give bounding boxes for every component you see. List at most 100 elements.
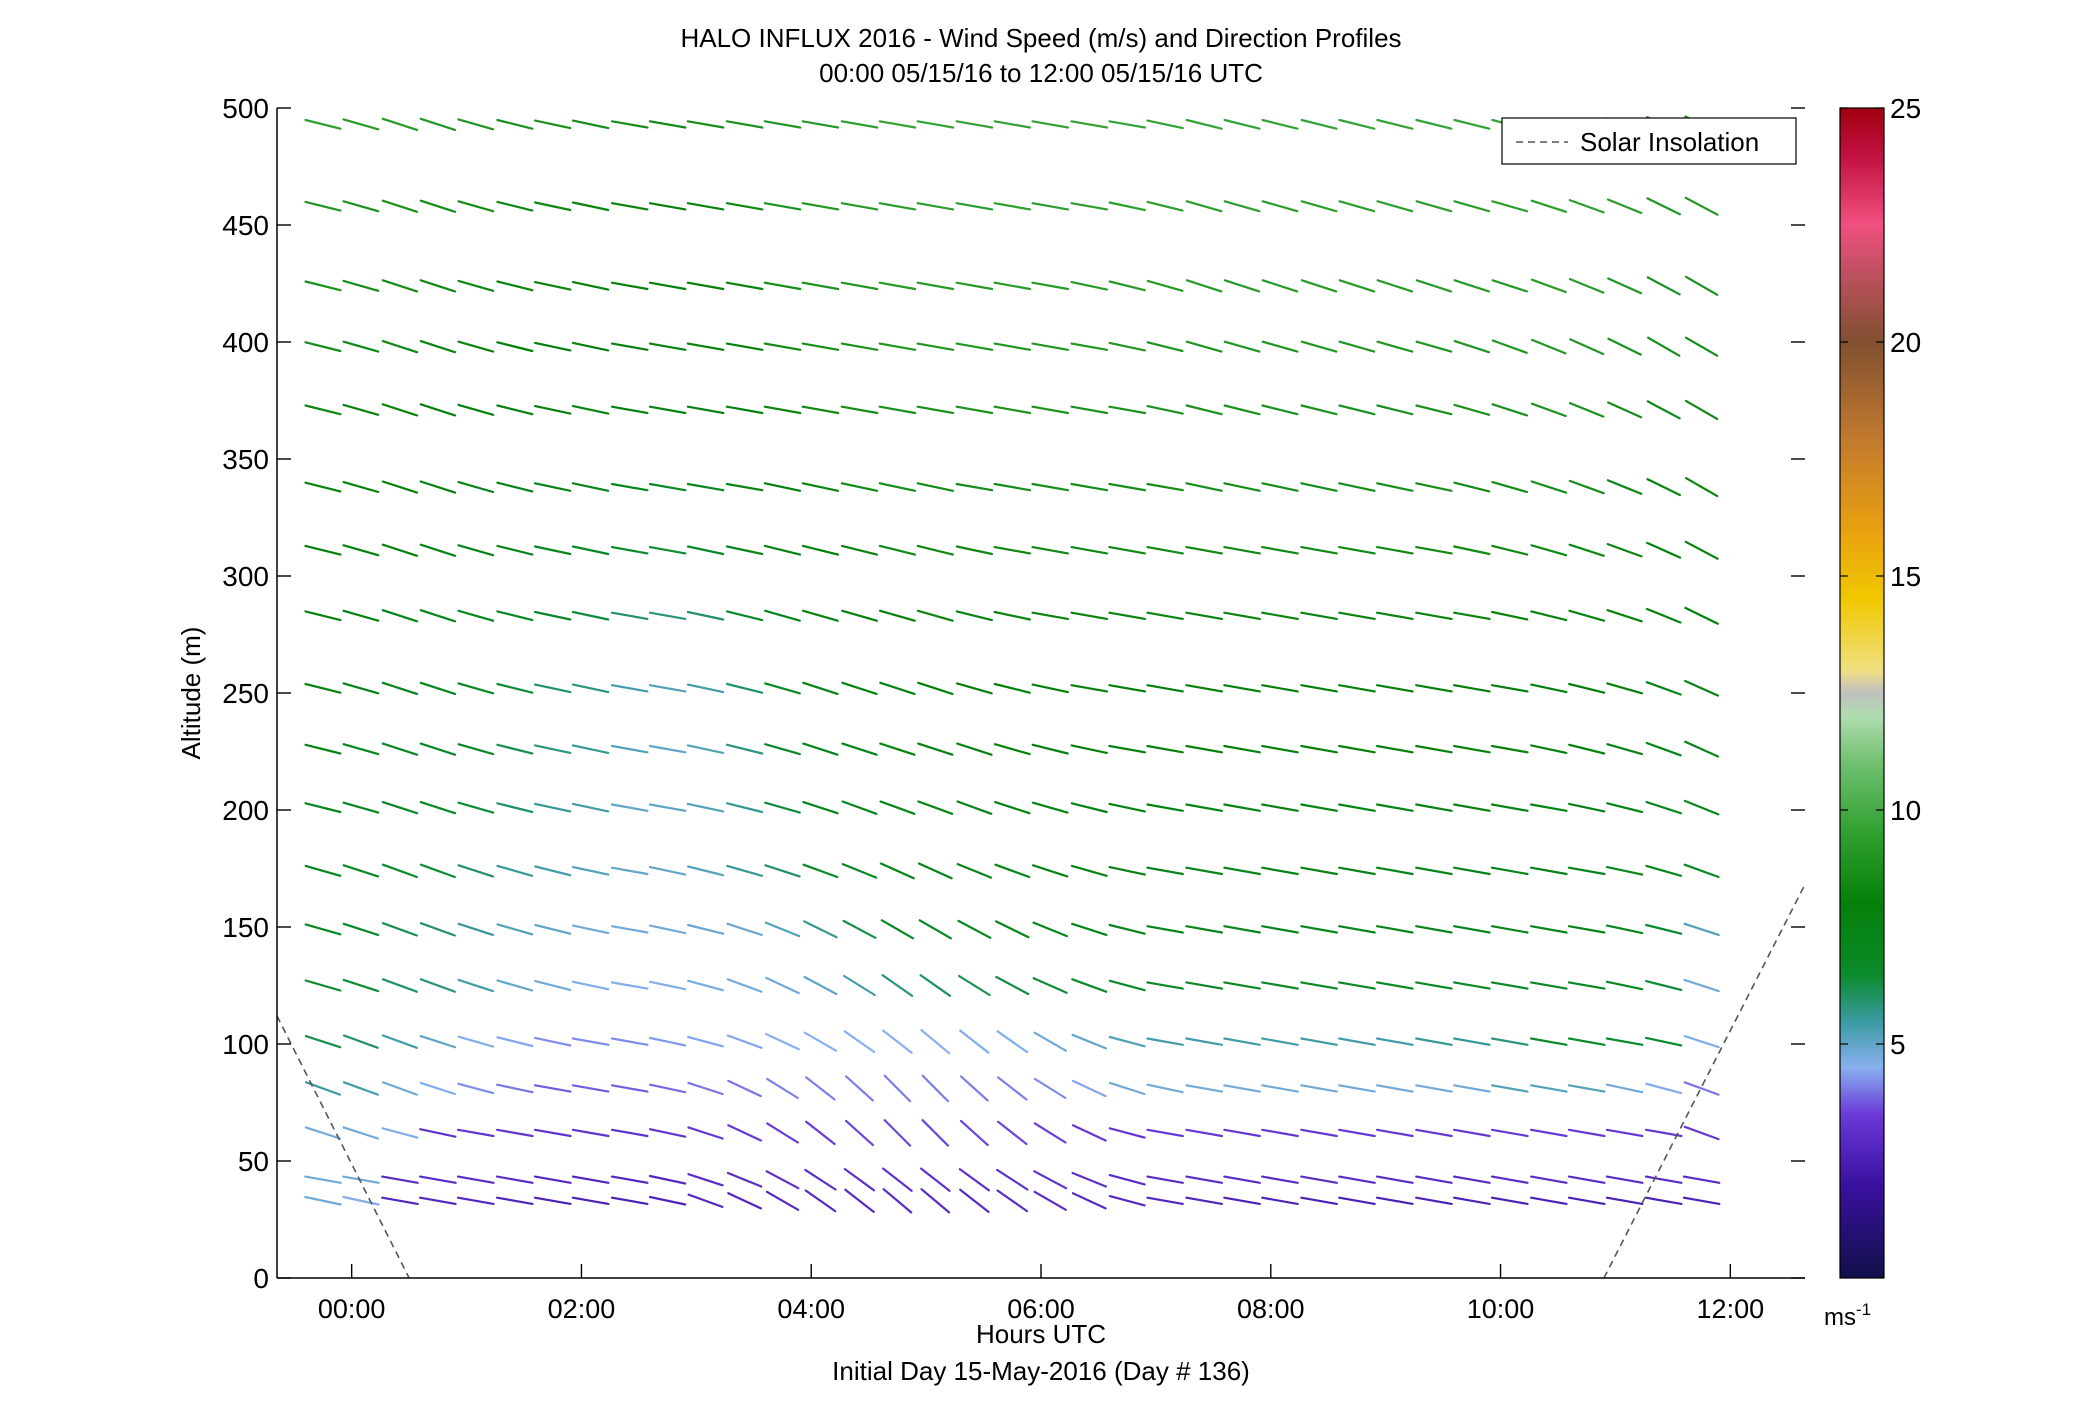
wind-vector — [1453, 481, 1491, 493]
wind-vector — [1070, 405, 1109, 415]
wind-vector — [1223, 1037, 1261, 1046]
wind-vector — [1108, 201, 1146, 212]
wind-vector — [993, 610, 1032, 621]
wind-vector — [766, 1077, 799, 1100]
wind-vector — [1415, 744, 1453, 754]
x-tick-label: 10:00 — [1467, 1294, 1535, 1324]
wind-vector — [304, 544, 342, 556]
wind-vector — [571, 924, 610, 935]
wind-vector — [457, 1082, 495, 1095]
wind-vector — [571, 1037, 610, 1046]
wind-vector — [1032, 921, 1069, 938]
wind-vector — [919, 1167, 951, 1192]
wind-vector — [725, 281, 764, 291]
wind-vector — [1070, 802, 1108, 814]
wind-vector — [533, 405, 572, 415]
wind-vector — [419, 1196, 457, 1206]
wind-vector — [381, 279, 419, 293]
wind-vector — [381, 403, 419, 417]
x-axis-sublabel: Initial Day 15-May-2016 (Day # 136) — [832, 1356, 1250, 1386]
wind-vector — [1490, 684, 1529, 693]
wind-vector — [648, 980, 687, 991]
colorbar-ticks: 5 10 15 20 25 — [1840, 93, 1921, 1060]
wind-vector — [304, 864, 342, 877]
wind-vector — [381, 199, 419, 213]
wind-vector — [996, 1189, 1029, 1213]
wind-vector — [1108, 744, 1147, 754]
wind-vector — [533, 1036, 572, 1047]
wind-vector — [1684, 196, 1719, 216]
wind-vector — [801, 544, 840, 556]
wind-vector — [765, 976, 800, 995]
wind-vector — [686, 744, 725, 755]
wind-vector — [457, 801, 495, 814]
wind-vector — [1070, 611, 1109, 621]
wind-vector — [1338, 1037, 1376, 1046]
wind-vector — [840, 544, 879, 556]
wind-vector — [1300, 482, 1338, 492]
wind-vector — [1683, 1125, 1720, 1141]
wind-vector — [342, 1081, 379, 1096]
wind-vector — [1605, 980, 1644, 991]
wind-vector — [1453, 403, 1491, 416]
solar-insolation-line — [1603, 882, 1805, 1278]
wind-vector — [571, 802, 610, 813]
wind-vector — [1033, 1077, 1067, 1100]
wind-vector — [1491, 481, 1529, 494]
wind-vector — [1568, 682, 1606, 694]
wind-vector — [687, 1173, 724, 1187]
wind-vector — [1261, 404, 1299, 416]
wind-vector — [1338, 340, 1376, 353]
wind-vector — [1644, 1175, 1683, 1184]
wind-vector — [1645, 923, 1683, 935]
wind-vector — [1300, 200, 1338, 213]
legend-box — [1501, 117, 1797, 165]
wind-vector — [1261, 1037, 1299, 1046]
wind-vector — [879, 681, 916, 696]
wind-vector — [955, 202, 994, 211]
wind-vector — [456, 1196, 495, 1206]
wind-vector — [1261, 866, 1299, 876]
wind-vector — [304, 341, 342, 353]
wind-vector — [1338, 611, 1376, 621]
wind-vector — [610, 803, 649, 812]
wind-vector — [1261, 340, 1299, 353]
wind-vector — [571, 744, 610, 755]
wind-vector — [496, 979, 534, 992]
wind-vector — [342, 1034, 379, 1049]
x-tick-label: 04:00 — [777, 1294, 845, 1324]
wind-vector — [304, 118, 342, 130]
wind-vector — [1375, 1084, 1414, 1093]
wind-vector — [1185, 1175, 1224, 1184]
wind-vector — [1529, 1037, 1568, 1046]
wind-vector — [1261, 803, 1299, 812]
wind-vector — [381, 1196, 419, 1206]
wind-vector — [1567, 1037, 1606, 1046]
wind-vector — [381, 1034, 418, 1049]
wind-vector — [1375, 1196, 1414, 1206]
wind-vector — [571, 1128, 610, 1138]
wind-vector — [648, 202, 687, 211]
wind-vector — [457, 481, 495, 494]
wind-vector — [1223, 744, 1261, 754]
wind-vector — [1223, 981, 1261, 990]
wind-vector — [1415, 684, 1453, 693]
wind-vector — [1261, 279, 1299, 293]
wind-vector — [1415, 1128, 1453, 1138]
wind-vector — [993, 545, 1032, 555]
wind-vector — [1607, 337, 1642, 356]
wind-vector — [457, 340, 495, 353]
wind-vector — [1033, 1122, 1067, 1144]
wind-vector — [1684, 336, 1719, 357]
x-tick-label: 00:00 — [318, 1294, 386, 1324]
y-tick-label: 250 — [222, 678, 269, 709]
wind-vector — [1568, 479, 1605, 495]
wind-vector — [1645, 979, 1683, 992]
wind-vector — [1146, 341, 1184, 353]
wind-vector — [1490, 803, 1529, 812]
wind-vector — [843, 1167, 876, 1192]
wind-vector — [571, 610, 610, 621]
wind-vector — [1684, 540, 1719, 560]
wind-vector — [883, 1119, 912, 1147]
